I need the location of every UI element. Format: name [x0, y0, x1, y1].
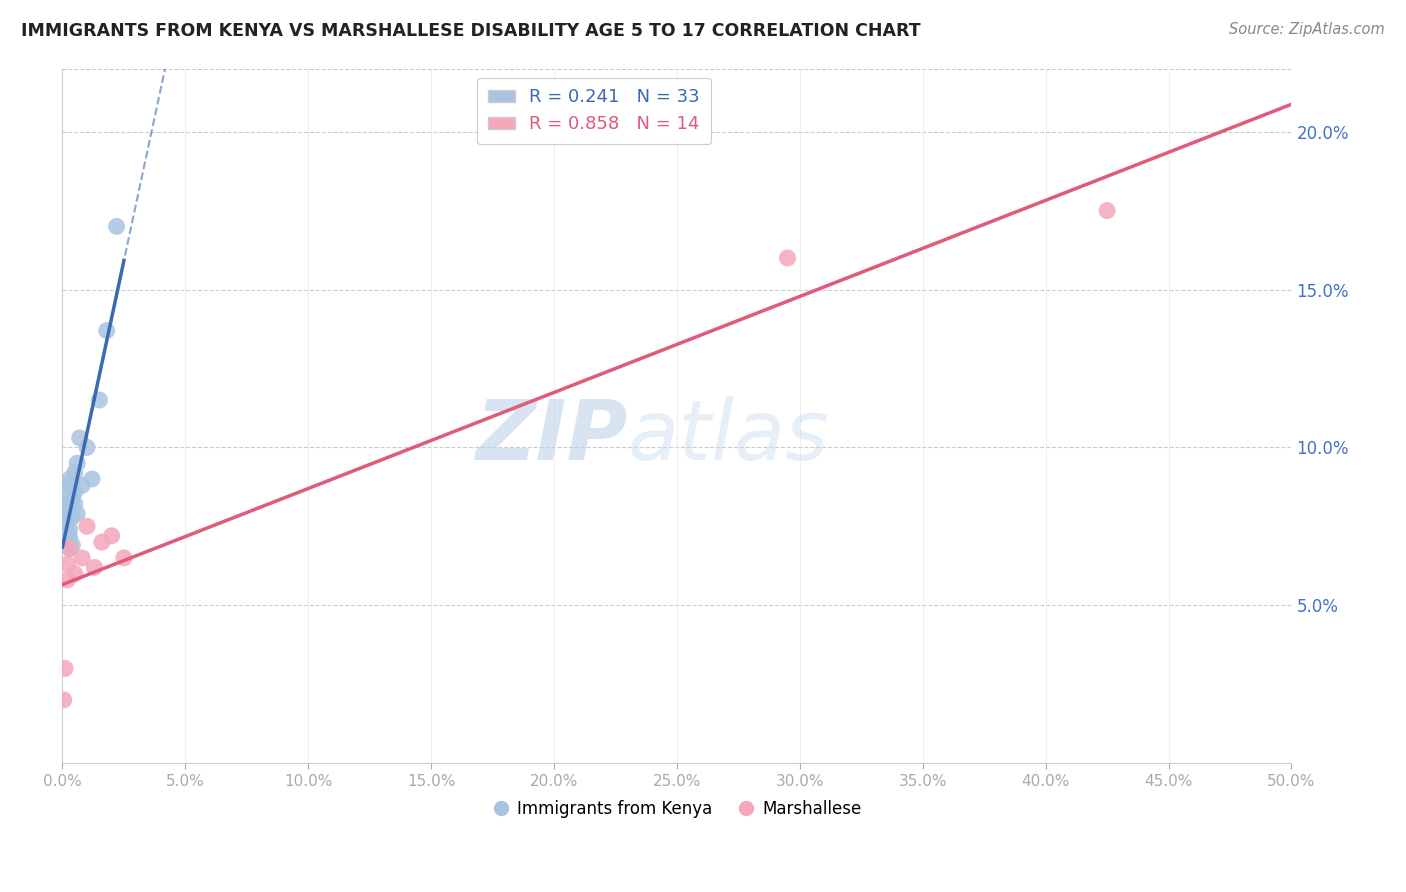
Point: [56, 573, 79, 587]
Point: [63, 484, 86, 499]
Point: [53, 516, 76, 531]
Point: [52, 693, 75, 707]
Point: [70, 550, 93, 565]
Point: [66, 507, 89, 521]
Point: [60, 538, 83, 552]
Point: [90, 535, 112, 549]
Point: [52, 519, 75, 533]
Point: [63, 466, 86, 480]
Point: [56, 497, 79, 511]
Legend: Immigrants from Kenya, Marshallese: Immigrants from Kenya, Marshallese: [485, 793, 869, 824]
Text: ZIP: ZIP: [475, 396, 628, 477]
Point: [89, 392, 111, 407]
Point: [105, 219, 128, 234]
Point: [60, 509, 83, 524]
Point: [58, 529, 80, 543]
Text: atlas: atlas: [628, 396, 830, 477]
Point: [83, 560, 105, 574]
Point: [60, 491, 83, 505]
Point: [53, 529, 76, 543]
Text: IMMIGRANTS FROM KENYA VS MARSHALLESE DISABILITY AGE 5 TO 17 CORRELATION CHART: IMMIGRANTS FROM KENYA VS MARSHALLESE DIS…: [21, 22, 921, 40]
Point: [1095, 203, 1118, 218]
Point: [56, 525, 79, 540]
Point: [66, 456, 89, 470]
Point: [69, 431, 91, 445]
Text: Source: ZipAtlas.com: Source: ZipAtlas.com: [1229, 22, 1385, 37]
Point: [63, 566, 86, 581]
Point: [59, 541, 82, 556]
Point: [59, 523, 82, 537]
Point: [776, 251, 799, 265]
Point: [76, 519, 98, 533]
Point: [112, 550, 135, 565]
Point: [59, 541, 82, 556]
Point: [55, 523, 77, 537]
Point: [56, 535, 79, 549]
Point: [70, 478, 93, 492]
Point: [56, 558, 79, 572]
Point: [59, 532, 82, 546]
Point: [53, 503, 76, 517]
Point: [96, 324, 118, 338]
Point: [100, 529, 122, 543]
Point: [60, 478, 83, 492]
Point: [52, 509, 75, 524]
Point: [53, 488, 76, 502]
Point: [63, 497, 86, 511]
Point: [59, 472, 82, 486]
Point: [76, 441, 98, 455]
Point: [59, 503, 82, 517]
Point: [80, 472, 103, 486]
Point: [53, 661, 76, 675]
Point: [56, 478, 79, 492]
